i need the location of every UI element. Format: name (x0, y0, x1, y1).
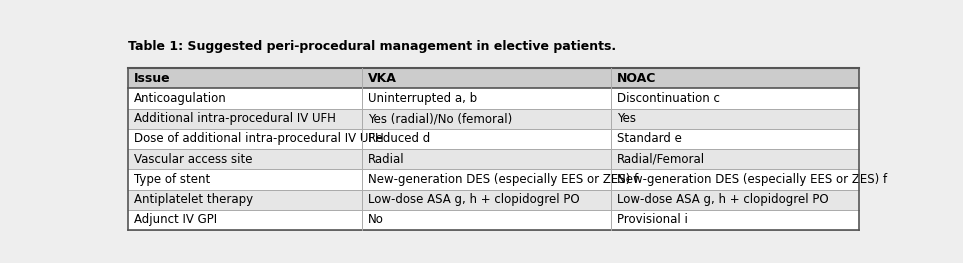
Bar (128, 210, 859, 230)
Text: Type of stent: Type of stent (134, 173, 210, 186)
Text: VKA: VKA (368, 72, 397, 85)
Text: Antiplatelet therapy: Antiplatelet therapy (134, 193, 253, 206)
Text: Radial: Radial (368, 153, 404, 166)
Text: Issue: Issue (134, 72, 170, 85)
Text: New-generation DES (especially EES or ZES) f: New-generation DES (especially EES or ZE… (368, 173, 638, 186)
Bar (128, 129, 859, 149)
Bar (128, 68, 859, 88)
Bar (128, 149, 859, 169)
Text: Vascular access site: Vascular access site (134, 153, 252, 166)
Text: NOAC: NOAC (616, 72, 656, 85)
Text: Radial/Femoral: Radial/Femoral (616, 153, 705, 166)
Text: Provisional i: Provisional i (616, 213, 688, 226)
Text: Adjunct IV GPI: Adjunct IV GPI (134, 213, 217, 226)
Text: No: No (368, 213, 383, 226)
Text: Dose of additional intra-procedural IV UFH: Dose of additional intra-procedural IV U… (134, 132, 383, 145)
Text: Yes: Yes (616, 112, 636, 125)
Bar (128, 169, 859, 190)
Text: Yes (radial)/No (femoral): Yes (radial)/No (femoral) (368, 112, 512, 125)
Text: Anticoagulation: Anticoagulation (134, 92, 226, 105)
Text: Additional intra-procedural IV UFH: Additional intra-procedural IV UFH (134, 112, 336, 125)
Bar (128, 109, 859, 129)
Bar (128, 88, 859, 109)
Text: New-generation DES (especially EES or ZES) f: New-generation DES (especially EES or ZE… (616, 173, 887, 186)
Text: Low-dose ASA g, h + clopidogrel PO: Low-dose ASA g, h + clopidogrel PO (368, 193, 580, 206)
Text: Low-dose ASA g, h + clopidogrel PO: Low-dose ASA g, h + clopidogrel PO (616, 193, 828, 206)
Text: Table 1: Suggested peri-procedural management in elective patients.: Table 1: Suggested peri-procedural manag… (128, 40, 616, 53)
Text: Reduced d: Reduced d (368, 132, 430, 145)
Text: Discontinuation c: Discontinuation c (616, 92, 719, 105)
Text: Standard e: Standard e (616, 132, 682, 145)
Bar (128, 190, 859, 210)
Text: Uninterrupted a, b: Uninterrupted a, b (368, 92, 477, 105)
